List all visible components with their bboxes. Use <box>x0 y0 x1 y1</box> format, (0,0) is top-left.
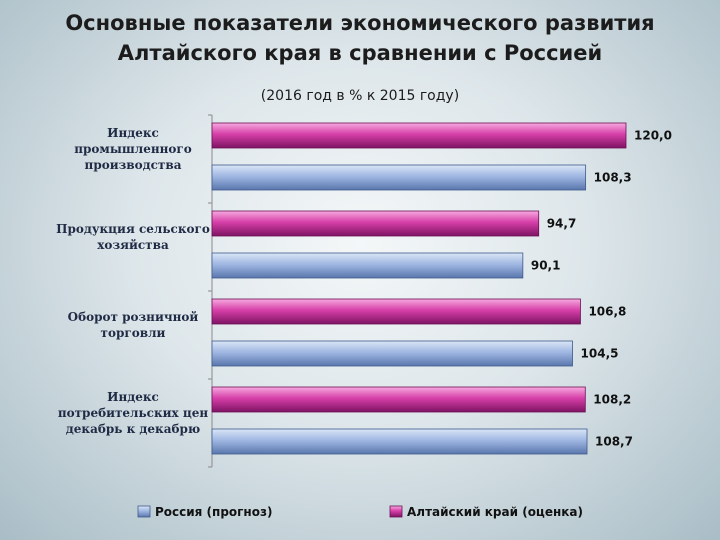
data-label: 90,1 <box>531 259 561 273</box>
category-label-line: торговли <box>101 326 166 340</box>
chart-subtitle: (2016 год в % к 2015 году) <box>260 88 460 104</box>
category-label-line: производства <box>85 158 182 172</box>
category-label: Оборот розничной торговли <box>68 310 199 340</box>
bar-altai <box>211 298 581 325</box>
bar-altai <box>211 210 540 237</box>
category-label-line: Продукция сельского <box>56 222 210 236</box>
category-labels: Индекс промышленного производства Продукция… <box>56 126 210 436</box>
category-label: Продукция сельского хозяйства <box>56 222 210 252</box>
legend-swatch <box>137 505 151 518</box>
category-label-line: промышленного <box>74 142 192 156</box>
bar-altai <box>211 122 627 149</box>
data-label: 94,7 <box>547 217 577 231</box>
bar-altai <box>211 386 586 413</box>
category-label-line: Индекс <box>107 390 159 404</box>
category-label: Индекс потребительских цен декабрь к декаб… <box>58 390 209 436</box>
data-label: 108,7 <box>595 435 633 449</box>
legend-swatch <box>389 505 403 518</box>
data-label: 108,2 <box>593 393 631 407</box>
chart-title-line2: Алтайского края в сравнении с Россией <box>117 41 603 65</box>
category-label-line: хозяйства <box>97 238 169 252</box>
bar-russia <box>211 164 587 191</box>
legend-item-russia: Россия (прогноз) <box>155 505 272 519</box>
category-label-line: Оборот розничной <box>68 310 199 324</box>
data-label: 104,5 <box>581 347 619 361</box>
data-label: 106,8 <box>588 305 626 319</box>
bar-russia <box>211 428 588 455</box>
data-label: 120,0 <box>634 129 672 143</box>
bar-russia <box>211 252 524 279</box>
chart-title: Основные показатели экономического разви… <box>0 8 720 68</box>
legend-item-altai: Алтайский край (оценка) <box>407 505 583 519</box>
category-label-line: Индекс <box>107 126 159 140</box>
category-label-line: потребительских цен <box>58 406 209 420</box>
data-label: 108,3 <box>594 171 632 185</box>
category-label-line: декабрь к декабрю <box>66 422 200 436</box>
data-labels: 120,0 108,3 94,7 90,1 106,8 104,5 108,2 108,7 <box>531 129 672 449</box>
category-axis-ticks <box>208 114 212 468</box>
legend: Россия (прогноз) Алтайский край (оценка) <box>137 505 583 519</box>
bar-russia <box>211 340 573 367</box>
chart-title-line1: Основные показатели экономического разви… <box>65 11 655 35</box>
category-label: Индекс промышленного производства <box>74 126 192 172</box>
bars <box>211 122 627 455</box>
